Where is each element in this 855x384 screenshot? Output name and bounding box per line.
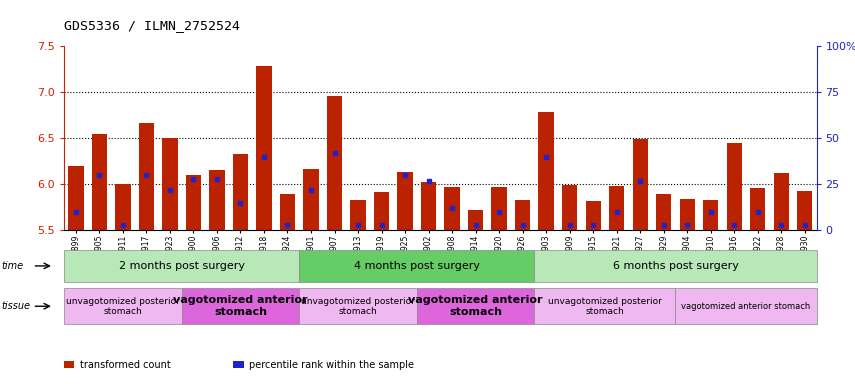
Bar	[633, 139, 648, 230]
Bar	[398, 172, 413, 230]
Bar	[656, 194, 671, 230]
Bar	[468, 210, 483, 230]
Bar	[115, 184, 131, 230]
Bar	[327, 96, 342, 230]
Bar	[797, 191, 812, 230]
Bar	[703, 200, 718, 230]
Bar	[609, 186, 624, 230]
Text: tissue: tissue	[2, 301, 31, 311]
Bar	[421, 182, 436, 230]
Bar	[139, 122, 154, 230]
Bar	[68, 166, 84, 230]
Bar	[586, 201, 601, 230]
Bar	[280, 194, 295, 230]
Bar	[256, 66, 272, 230]
Text: 6 months post surgery: 6 months post surgery	[612, 261, 739, 271]
Bar	[539, 113, 554, 230]
Bar	[351, 200, 366, 230]
Text: percentile rank within the sample: percentile rank within the sample	[249, 360, 414, 370]
Text: 2 months post surgery: 2 months post surgery	[119, 261, 245, 271]
Text: time: time	[2, 261, 24, 271]
Bar	[233, 154, 248, 230]
Bar	[209, 170, 225, 230]
Text: vagotomized anterior
stomach: vagotomized anterior stomach	[174, 295, 308, 317]
Bar	[445, 187, 460, 230]
Bar	[774, 173, 789, 230]
Text: vagotomized anterior
stomach: vagotomized anterior stomach	[409, 295, 543, 317]
Bar	[162, 138, 178, 230]
Text: 4 months post surgery: 4 months post surgery	[354, 261, 480, 271]
Bar	[515, 200, 530, 230]
Bar	[91, 134, 107, 230]
Bar	[492, 187, 507, 230]
Bar	[727, 143, 742, 230]
Bar	[304, 169, 319, 230]
Text: unvagotomized posterior
stomach: unvagotomized posterior stomach	[66, 296, 180, 316]
Bar	[374, 192, 389, 230]
Text: unvagotomized posterior
stomach: unvagotomized posterior stomach	[548, 296, 662, 316]
Text: unvagotomized posterior
stomach: unvagotomized posterior stomach	[301, 296, 415, 316]
Text: GDS5336 / ILMN_2752524: GDS5336 / ILMN_2752524	[64, 19, 240, 32]
Text: vagotomized anterior stomach: vagotomized anterior stomach	[681, 302, 811, 311]
Bar	[750, 188, 765, 230]
Bar	[680, 199, 695, 230]
Bar	[186, 175, 201, 230]
Text: transformed count: transformed count	[80, 360, 170, 370]
Bar	[562, 185, 577, 230]
